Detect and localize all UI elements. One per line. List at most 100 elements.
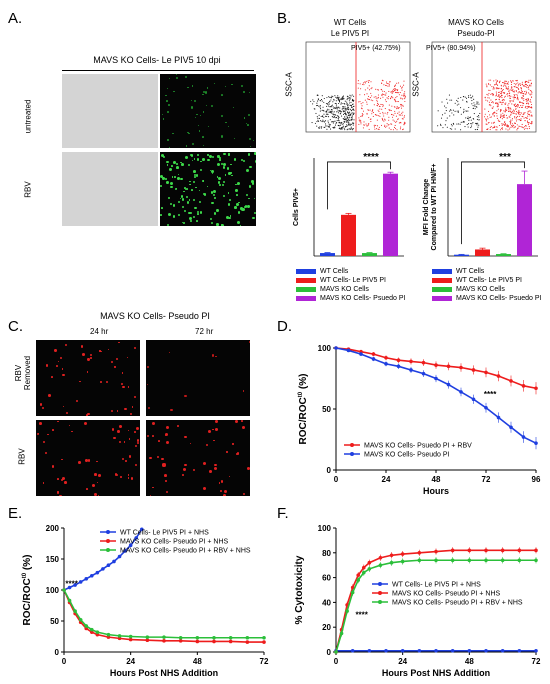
flow-event [346, 97, 348, 99]
cell-dot [196, 113, 198, 116]
flow-event [515, 89, 517, 92]
flow-event [350, 113, 352, 115]
cell-dot [211, 172, 213, 174]
cell-dot [247, 153, 251, 156]
flow-event [456, 110, 458, 112]
flow-event [398, 122, 400, 124]
flow-event [465, 97, 468, 99]
flow-event [348, 100, 350, 102]
flow-event [370, 118, 372, 120]
y-tick-label: 50 [50, 617, 59, 626]
cell-dot [195, 186, 197, 188]
flow-event [496, 110, 498, 112]
flow-event [512, 109, 515, 111]
y-tick-label: 0 [327, 648, 332, 657]
x-tick-label: 72 [260, 657, 269, 666]
flow-event [522, 85, 524, 87]
cell-dot [180, 162, 184, 166]
flow-event [396, 106, 398, 108]
flow-event [504, 96, 506, 98]
flow-event [504, 123, 506, 125]
flow-event [469, 94, 471, 96]
flow-event [401, 118, 403, 120]
flow-event [386, 123, 388, 125]
flow-event [457, 110, 459, 112]
cell-dot [156, 455, 160, 458]
cell-dot [122, 385, 125, 388]
flow-event [393, 98, 395, 100]
cell-dot [160, 214, 162, 216]
flow-event [467, 123, 470, 125]
flow-event [526, 107, 528, 109]
flow-event [505, 128, 507, 130]
flow-event [527, 115, 529, 117]
flow-event [377, 97, 379, 99]
flow-event [384, 119, 386, 121]
flow-event [339, 110, 342, 112]
cell-dot [245, 194, 248, 197]
flow-event [488, 101, 490, 103]
flow-event [331, 104, 334, 106]
flow-event [395, 115, 397, 117]
flow-event [328, 109, 330, 111]
flow-event [528, 113, 531, 115]
flow-event [360, 121, 362, 123]
cell-dot [243, 205, 246, 208]
flow-event [370, 99, 372, 101]
flow-event [509, 122, 511, 124]
flow-event [525, 124, 527, 127]
cell-dot [205, 104, 207, 106]
cell-dot [220, 480, 224, 483]
flow-event [492, 122, 494, 124]
sig-label: **** [65, 579, 78, 588]
flow-event [501, 127, 503, 129]
legend-label-2: MAVS KO Cells- Pseudo PI + RBV + NHS [120, 548, 251, 555]
flow-event [519, 119, 521, 121]
panel-a-row-label-rbv: RBV [23, 181, 33, 198]
cell-dot [160, 185, 162, 188]
flow-event [489, 127, 491, 129]
flow-event [396, 120, 398, 122]
cell-dot [52, 429, 54, 431]
flow-event [475, 122, 478, 124]
bar-0 [320, 253, 335, 256]
cell-dot [210, 221, 213, 225]
cell-dot [198, 130, 201, 132]
flow-event [457, 111, 459, 113]
flow-event [492, 127, 494, 129]
bar-chart-mfi-fold: ***MFI Fold Change Compared to WT PI HN/F… [423, 152, 538, 257]
cell-dot [42, 407, 45, 410]
flow-event [352, 122, 354, 124]
flow-event [352, 100, 354, 102]
flow-event [402, 95, 404, 97]
cell-dot [166, 100, 168, 102]
cell-dot [152, 422, 156, 426]
cell-dot [169, 351, 171, 353]
flow-event [344, 111, 346, 113]
sig-label-bar2: *** [499, 152, 511, 163]
flow-event [388, 104, 390, 106]
flow-event [381, 108, 383, 110]
flow-event [505, 80, 507, 82]
cell-dot [81, 353, 85, 357]
flow-event [454, 128, 456, 130]
flow-event [493, 121, 495, 123]
flow-event [324, 120, 327, 122]
flow-event [522, 102, 524, 104]
flow-event [393, 114, 395, 116]
legend-marker-1 [106, 539, 110, 543]
cell-dot [205, 444, 208, 447]
flow-event [399, 91, 401, 94]
flow-event [401, 129, 404, 131]
flow-event [349, 123, 351, 125]
flow-event [501, 89, 503, 92]
flow-event [486, 116, 488, 118]
flow-event [384, 99, 386, 101]
flow-event [505, 107, 507, 109]
flow-event [331, 95, 333, 97]
flow2-ylabel: SSC-A [411, 72, 421, 97]
cell-dot [184, 188, 187, 191]
flow-event [444, 112, 446, 114]
bar-ylabel-line-0: Cells PIV5+ [293, 188, 300, 226]
flow-event [528, 103, 530, 105]
